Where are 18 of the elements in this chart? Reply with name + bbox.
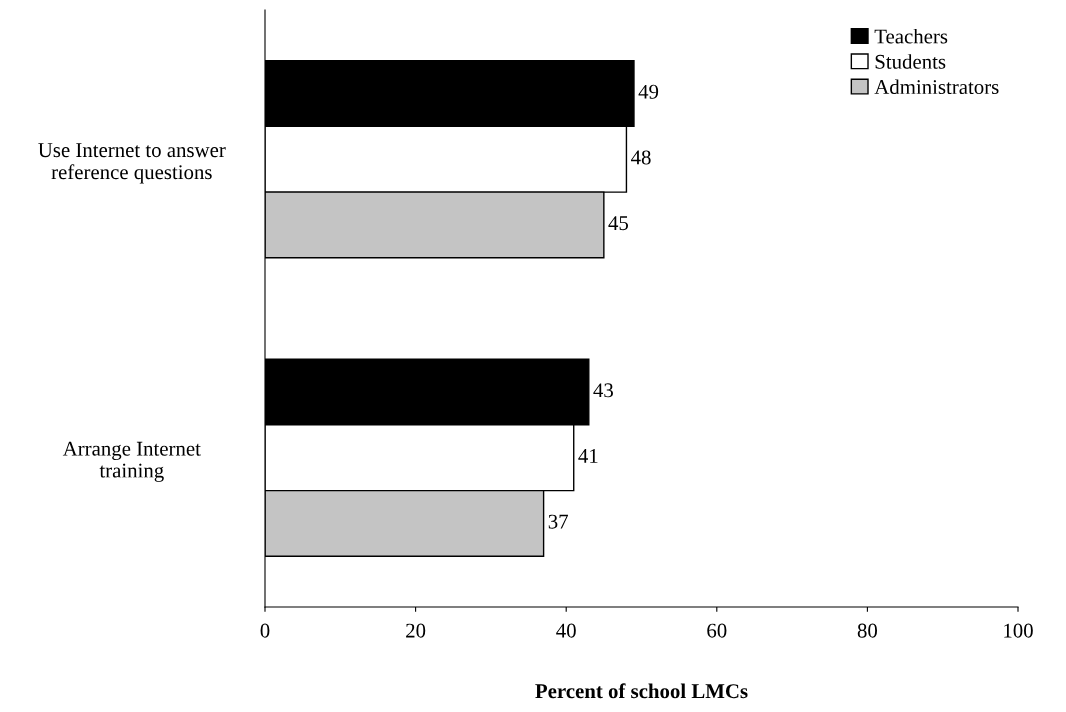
data-label: 41	[578, 449, 598, 463]
data-label: 49	[638, 84, 659, 99]
data-label: 45	[608, 216, 629, 231]
data-label: 48	[631, 150, 651, 165]
x-tick-label: 80	[857, 623, 878, 638]
x-tick-label: 100	[1004, 623, 1033, 638]
x-tick-label: 60	[707, 623, 727, 638]
legend-label: Students	[875, 54, 946, 69]
x-axis-title: Percent of school LMCs	[535, 683, 748, 699]
data-label: 43	[593, 383, 613, 398]
y-tick-label: Use Internet to answer reference questions	[38, 143, 226, 184]
y-tick-label: Arrange Internet training	[62, 441, 201, 482]
legend-label: Administrators	[874, 79, 999, 95]
legend-label: Teachers	[874, 28, 948, 44]
data-label: 37	[548, 514, 569, 529]
x-tick-label: 20	[406, 623, 426, 638]
x-tick-label: 40	[556, 623, 576, 638]
x-tick-label: 0	[260, 623, 270, 638]
